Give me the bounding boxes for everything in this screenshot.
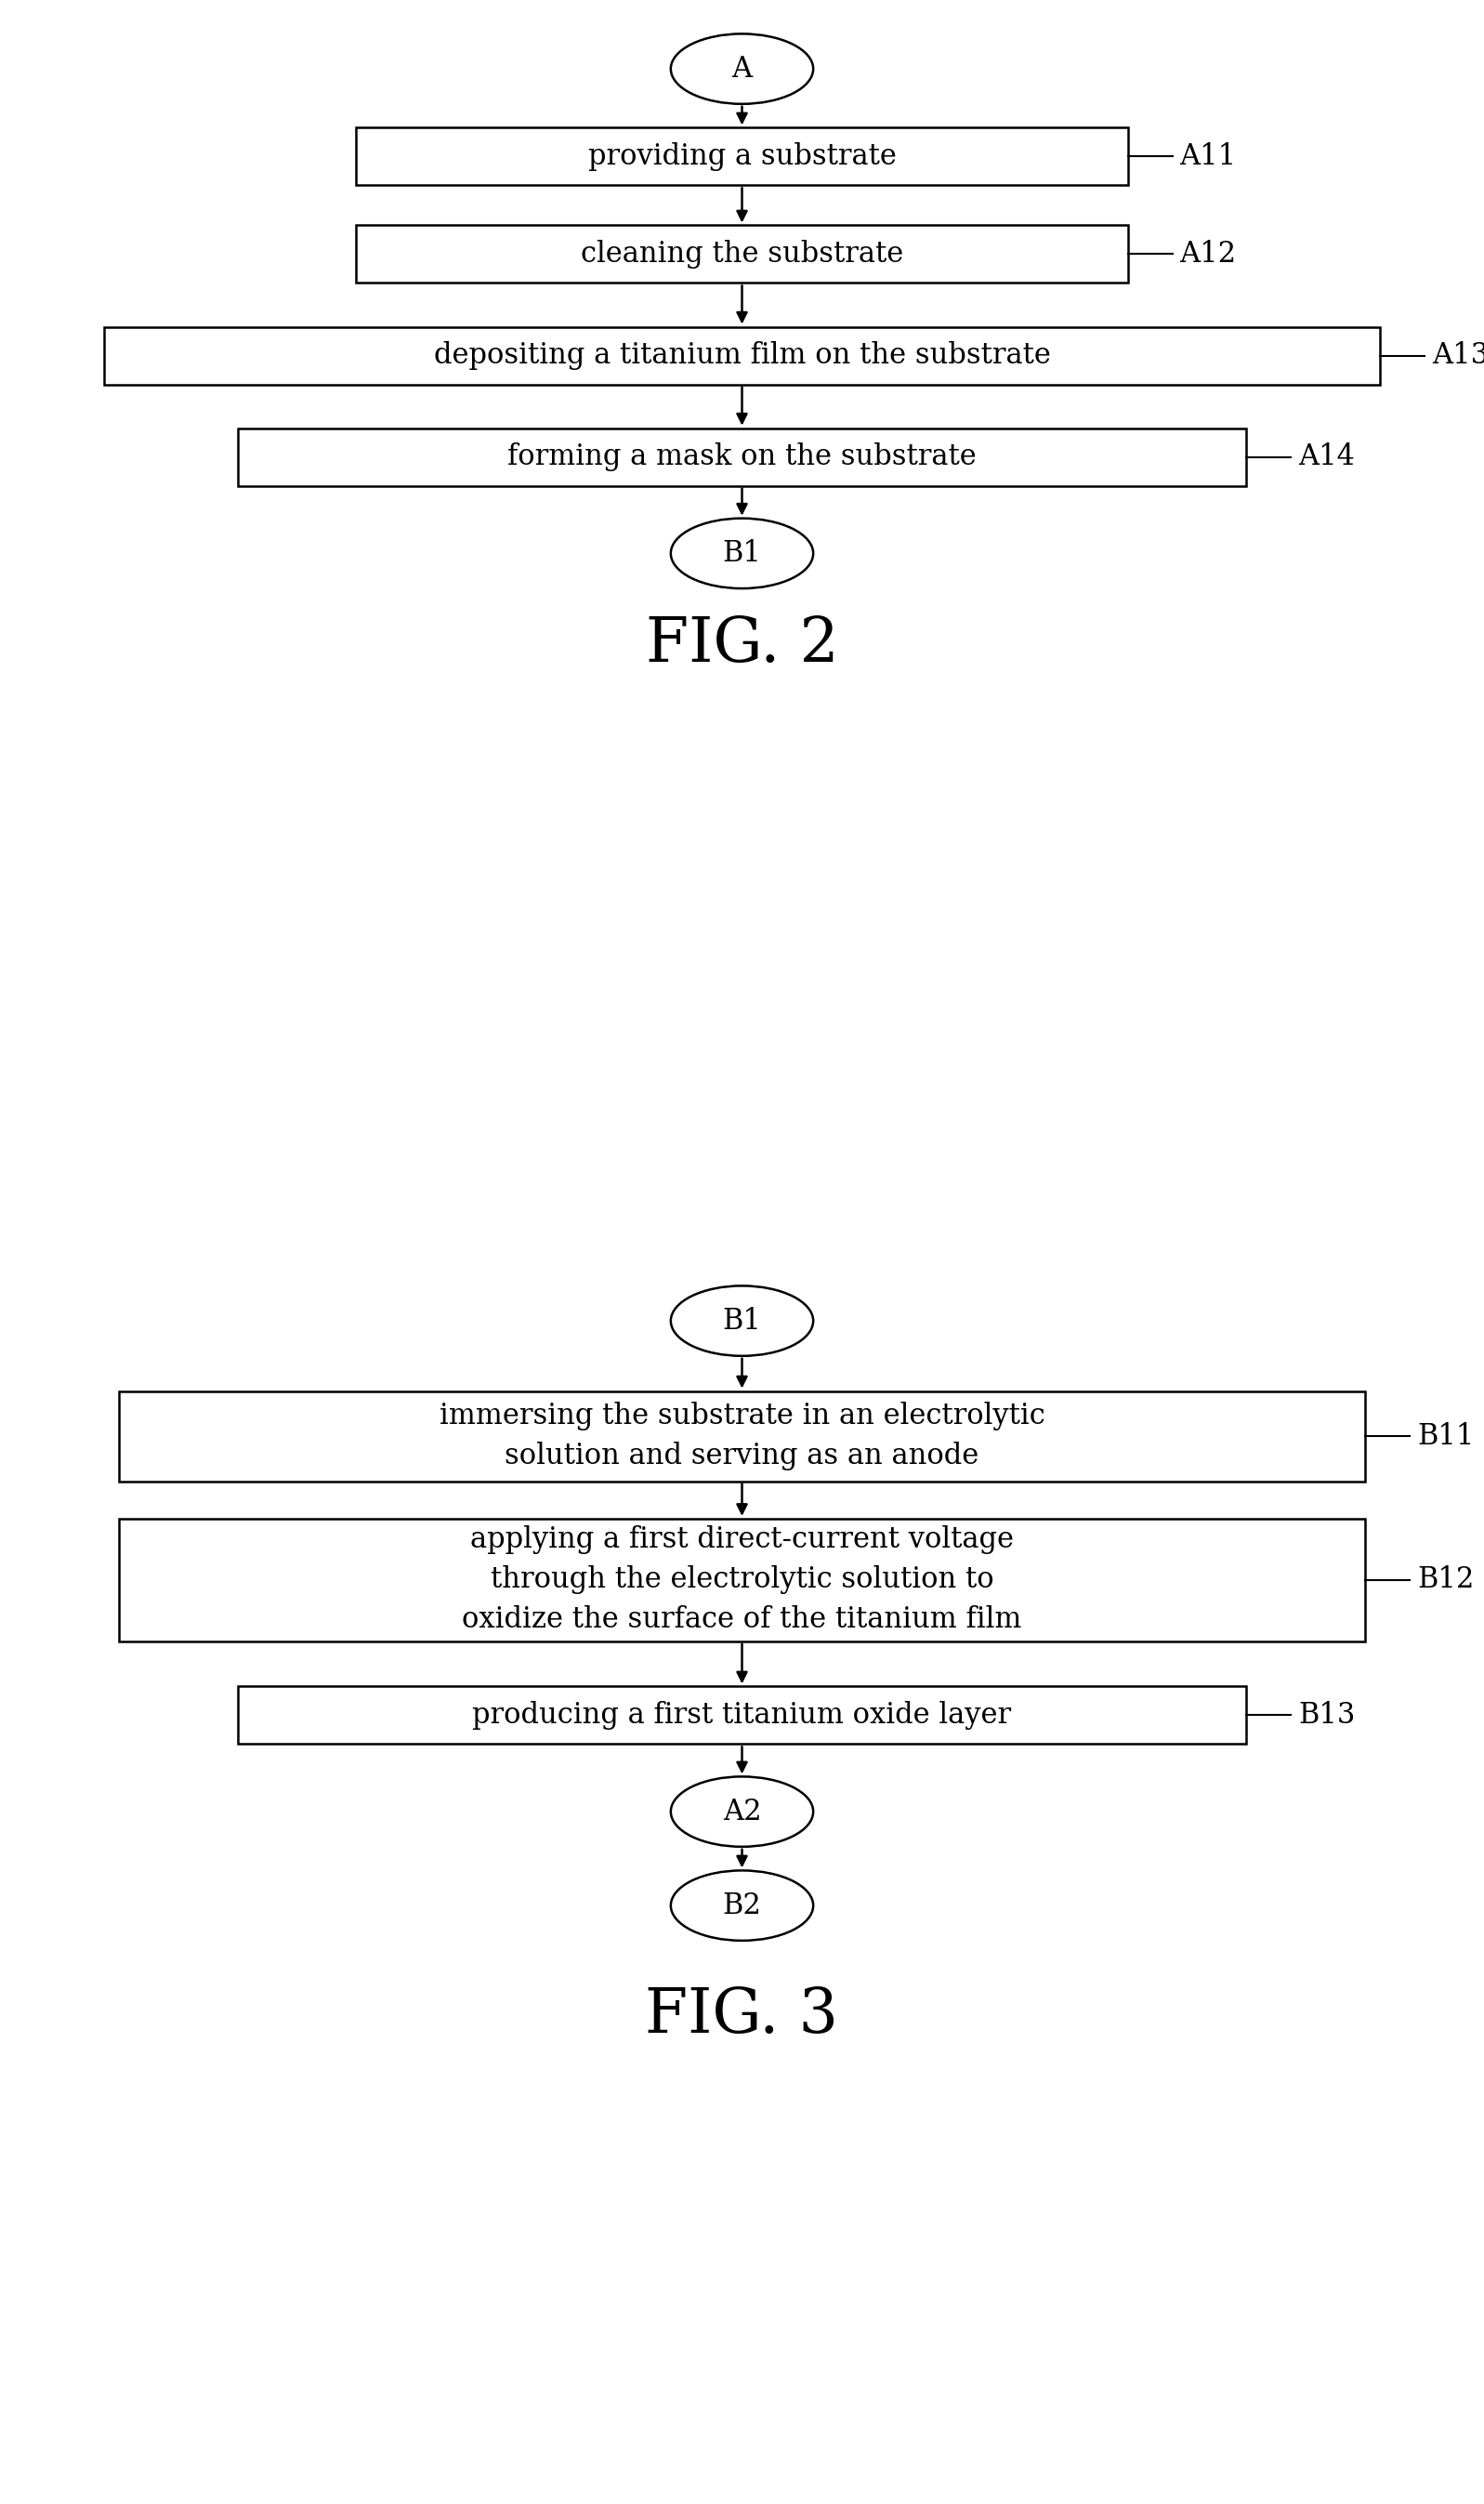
Bar	[119, 1392, 1365, 1482]
Text: B1: B1	[723, 1307, 761, 1335]
Text: B11: B11	[1417, 1422, 1474, 1450]
Bar	[104, 328, 1380, 386]
Text: B1: B1	[723, 538, 761, 568]
Text: A14: A14	[1298, 443, 1355, 471]
Text: depositing a titanium film on the substrate: depositing a titanium film on the substr…	[433, 341, 1051, 371]
Text: A11: A11	[1180, 143, 1236, 170]
Bar	[237, 428, 1247, 486]
Text: B13: B13	[1298, 1700, 1355, 1730]
Text: forming a mask on the substrate: forming a mask on the substrate	[508, 443, 976, 471]
Bar	[237, 1688, 1247, 1743]
Text: FIG. 3: FIG. 3	[646, 1986, 838, 2046]
Bar	[356, 128, 1128, 185]
Text: A: A	[732, 55, 752, 83]
Bar	[119, 1517, 1365, 1643]
Text: immersing the substrate in an electrolytic
solution and serving as an anode: immersing the substrate in an electrolyt…	[439, 1402, 1045, 1470]
Text: A12: A12	[1180, 240, 1236, 268]
Text: providing a substrate: providing a substrate	[588, 143, 896, 170]
Text: B2: B2	[723, 1891, 761, 1921]
Bar	[356, 225, 1128, 283]
Text: applying a first direct-current voltage
through the electrolytic solution to
oxi: applying a first direct-current voltage …	[462, 1525, 1022, 1635]
Text: cleaning the substrate: cleaning the substrate	[580, 240, 904, 268]
Text: A13: A13	[1432, 341, 1484, 371]
Text: A2: A2	[723, 1798, 761, 1825]
Text: B12: B12	[1417, 1565, 1474, 1595]
Text: producing a first titanium oxide layer: producing a first titanium oxide layer	[472, 1700, 1012, 1730]
Text: FIG. 2: FIG. 2	[646, 613, 838, 676]
